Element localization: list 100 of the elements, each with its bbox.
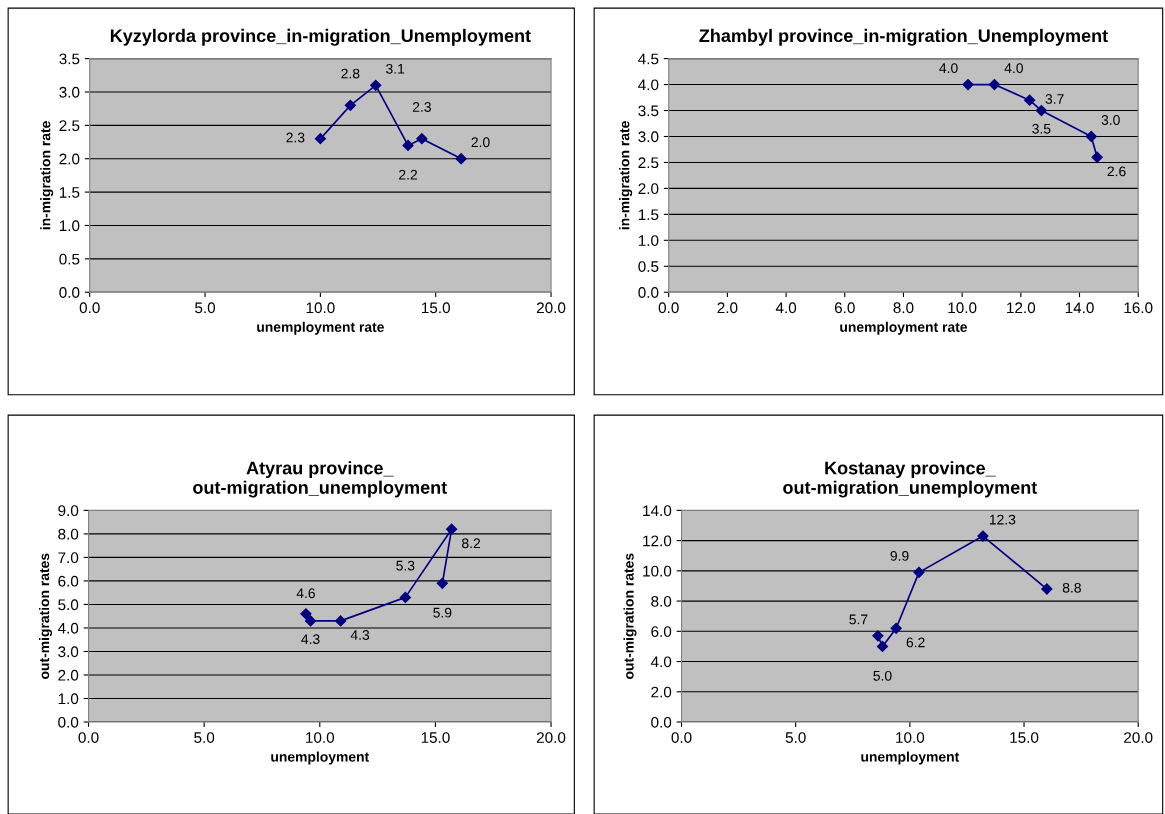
- data-label: 4.0: [1004, 63, 1023, 74]
- data-label: 2.0: [471, 137, 490, 148]
- point: [977, 530, 989, 542]
- x-tick-label: 20.0: [1124, 732, 1153, 743]
- chart-title: Atyrau province_ out-migration_unemployment: [193, 461, 447, 498]
- x-tick-label: 4.0: [775, 302, 797, 314]
- point: [344, 99, 356, 111]
- y-tick-label: 12.0: [643, 535, 672, 547]
- data-label: 2.3: [286, 132, 305, 143]
- x-tick-label: 15.0: [1010, 732, 1039, 743]
- point: [1024, 94, 1036, 106]
- data-label: 4.3: [301, 634, 320, 645]
- y-tick-label: 6.0: [58, 575, 79, 587]
- x-tick-label: 0.0: [671, 732, 692, 743]
- point: [402, 139, 414, 151]
- data-label: 2.8: [341, 68, 360, 79]
- y-tick-label: 1.5: [638, 209, 659, 221]
- y-tick-label: 0.0: [58, 716, 79, 728]
- y-tick-label: 0.5: [638, 261, 659, 272]
- x-tick-label: 15.0: [422, 302, 450, 314]
- y-tick-label: 7.0: [58, 552, 79, 564]
- y-tick-label: 10.0: [643, 565, 672, 577]
- point: [1041, 583, 1053, 595]
- y-tick-label: 4.0: [57, 622, 79, 634]
- x-tick-label: 10.0: [306, 732, 335, 743]
- data-label: 3.0: [1101, 115, 1120, 125]
- x-tick-label: 5.0: [195, 302, 216, 314]
- x-tick-label: 20.0: [536, 732, 566, 743]
- point: [304, 615, 317, 627]
- y-tick-label: 5.0: [58, 599, 79, 611]
- x-tick-label: 10.0: [306, 302, 335, 314]
- y-tick-label: 3.5: [638, 105, 659, 117]
- y-axis-title: in-migration rate: [619, 121, 633, 230]
- chart-title: Kostanay province_ out-migration_unemployment: [783, 461, 1038, 498]
- y-tick-label: 0.0: [638, 287, 659, 298]
- x-tick-label: 0.0: [78, 732, 99, 743]
- data-label: 5.0: [873, 670, 892, 681]
- x-axis-title: unemployment: [861, 751, 960, 765]
- y-tick-label: 3.5: [59, 53, 80, 65]
- y-tick-label: 2.0: [651, 686, 672, 698]
- chart-title: Zhambyl province_in-migration_Unemployment: [699, 28, 1108, 46]
- x-tick-label: 16.0: [1124, 302, 1153, 314]
- y-tick-label: 8.0: [651, 595, 672, 607]
- point: [962, 78, 974, 91]
- point: [314, 133, 326, 145]
- point: [1035, 104, 1047, 117]
- y-tick-label: 1.5: [59, 187, 80, 198]
- point: [455, 153, 467, 165]
- data-label: 2.2: [399, 169, 417, 180]
- x-tick-label: 14.0: [1065, 302, 1094, 314]
- point: [1091, 151, 1103, 163]
- y-tick-label: 0.0: [59, 287, 80, 298]
- data-label: 2.3: [412, 102, 431, 112]
- point: [872, 630, 884, 642]
- y-tick-label: 0.0: [651, 716, 672, 728]
- data-label: 3.5: [1032, 123, 1051, 134]
- y-tick-label: 4.0: [638, 79, 659, 91]
- point: [335, 615, 347, 627]
- y-tick-label: 9.0: [58, 505, 79, 517]
- data-label: 5.7: [849, 614, 868, 625]
- y-axis-title: in-migration rate: [40, 121, 54, 230]
- data-label: 3.1: [386, 63, 405, 74]
- x-tick-label: 10.0: [896, 732, 925, 743]
- data-label: 4.6: [296, 588, 315, 599]
- x-tick-label: 8.0: [893, 302, 914, 314]
- y-tick-label: 1.0: [58, 693, 79, 705]
- point: [446, 523, 458, 535]
- y-axis-title: out-migration rates: [623, 553, 637, 679]
- y-tick-label: 4.5: [638, 53, 659, 65]
- x-tick-label: 12.0: [1007, 302, 1036, 314]
- data-label: 12.3: [989, 514, 1016, 525]
- x-axis-title: unemployment: [271, 751, 370, 765]
- data-label: 4.3: [350, 630, 370, 640]
- x-axis-title: unemployment rate: [257, 321, 384, 335]
- y-tick-label: 1.0: [59, 220, 80, 232]
- point: [913, 566, 925, 578]
- y-tick-label: 2.0: [58, 669, 79, 681]
- y-axis-title: out-migration rates: [39, 553, 53, 679]
- point: [1085, 130, 1097, 143]
- data-label: 8.2: [462, 538, 481, 549]
- data-label: 8.8: [1062, 582, 1081, 593]
- y-tick-label: 8.0: [58, 528, 79, 540]
- y-tick-label: 3.0: [59, 86, 80, 98]
- data-label: 5.3: [396, 560, 415, 571]
- x-tick-label: 0.0: [79, 302, 100, 314]
- data-label: 3.7: [1045, 94, 1064, 104]
- x-tick-label: 10.0: [948, 302, 977, 314]
- x-tick-label: 5.0: [194, 732, 215, 743]
- data-label: 9.9: [890, 550, 909, 561]
- y-tick-label: 4.0: [650, 656, 672, 668]
- y-tick-label: 3.0: [638, 131, 659, 143]
- y-tick-label: 3.0: [58, 646, 79, 658]
- y-tick-label: 2.5: [59, 120, 80, 132]
- y-tick-label: 14.0: [643, 505, 672, 517]
- point: [876, 640, 889, 653]
- point: [436, 577, 448, 589]
- y-tick-label: 2.5: [638, 157, 659, 169]
- chart-title: Kyzylorda province_in-migration_Unemployment: [110, 28, 531, 46]
- y-tick-label: 2.0: [638, 183, 659, 195]
- x-tick-label: 5.0: [785, 732, 806, 743]
